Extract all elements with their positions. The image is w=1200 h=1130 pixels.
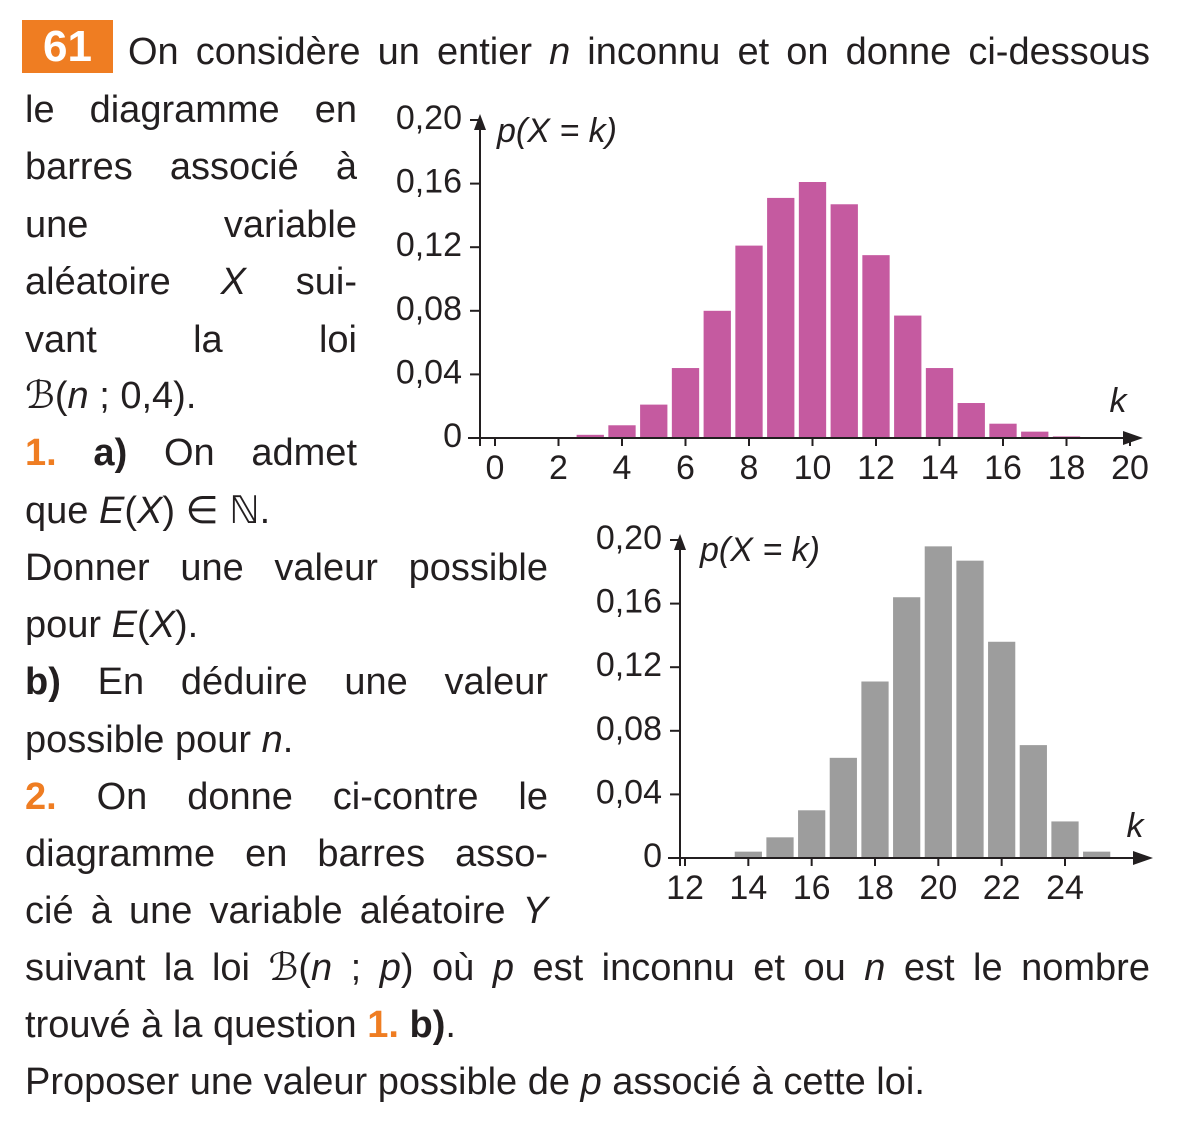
x-tick-label: 18 bbox=[1048, 449, 1086, 487]
x-tick-label: 0 bbox=[486, 449, 505, 487]
x-tick-label: 2 bbox=[549, 449, 568, 487]
x-tick-label: 12 bbox=[857, 449, 895, 487]
y-tick-label: 0,04 bbox=[596, 773, 662, 811]
text-line: trouvé à la question 1. b). bbox=[25, 1004, 456, 1046]
text-line: pour E(X). bbox=[25, 604, 199, 646]
x-axis-arrow bbox=[1123, 431, 1143, 445]
x-tick-label: 14 bbox=[729, 869, 767, 907]
bar bbox=[671, 368, 700, 438]
x-tick-label: 16 bbox=[793, 869, 831, 907]
bar bbox=[798, 810, 826, 858]
bar bbox=[989, 423, 1017, 438]
x-tick-label: 24 bbox=[1046, 869, 1084, 907]
x-tick-label: 8 bbox=[740, 449, 759, 487]
bar bbox=[830, 204, 858, 438]
text-line: Proposer une valeur possible de p associ… bbox=[25, 1061, 925, 1103]
text-line: vant la loi bbox=[25, 319, 357, 361]
x-axis-label: k bbox=[1127, 807, 1146, 845]
y-tick-label: 0,20 bbox=[596, 519, 662, 557]
bar bbox=[766, 837, 794, 858]
text-line: suivant la loi ℬ(n ; p) où p est inconnu… bbox=[25, 947, 1150, 989]
bar bbox=[1021, 431, 1049, 438]
bar bbox=[924, 546, 952, 858]
bar bbox=[734, 851, 762, 858]
text-line: que E(X) ∈ ℕ. bbox=[25, 490, 271, 532]
x-tick-label: 16 bbox=[984, 449, 1022, 487]
x-tick-label: 14 bbox=[921, 449, 959, 487]
text-line: diagramme en barres asso- bbox=[25, 833, 548, 875]
y-axis-arrow bbox=[474, 114, 486, 130]
bar bbox=[798, 182, 827, 438]
y-axis-label: p(X = k) bbox=[699, 531, 820, 569]
y-axis-label: p(X = k) bbox=[496, 112, 617, 150]
bar bbox=[1083, 851, 1111, 858]
x-tick-label: 20 bbox=[919, 869, 957, 907]
text-line: 1. a) On admet bbox=[25, 432, 357, 474]
text-line: On considère un entier n inconnu et on d… bbox=[128, 31, 1150, 73]
bar bbox=[925, 368, 954, 438]
text-line: une variable bbox=[25, 204, 357, 246]
bar bbox=[861, 681, 889, 858]
y-tick-label: 0,16 bbox=[396, 163, 462, 201]
bar bbox=[862, 255, 890, 438]
y-tick-label: 0,20 bbox=[396, 99, 462, 137]
x-tick-label: 20 bbox=[1111, 449, 1149, 487]
x-tick-label: 12 bbox=[666, 869, 704, 907]
x-tick-label: 10 bbox=[794, 449, 832, 487]
x-tick-label: 22 bbox=[983, 869, 1021, 907]
exercise-number: 61 bbox=[22, 20, 113, 73]
y-axis-arrow bbox=[674, 534, 686, 550]
bar bbox=[608, 425, 636, 438]
y-tick-label: 0,12 bbox=[396, 226, 462, 264]
y-tick-label: 0,08 bbox=[596, 710, 662, 748]
y-tick-label: 0,08 bbox=[396, 290, 462, 328]
y-tick-label: 0,12 bbox=[596, 646, 662, 684]
text-line: possible pour n. bbox=[25, 719, 294, 761]
x-tick-label: 6 bbox=[676, 449, 695, 487]
text-line: ℬ(n ; 0,4). bbox=[25, 375, 197, 417]
bar bbox=[640, 404, 668, 438]
bar bbox=[956, 560, 984, 858]
x-tick-label: 18 bbox=[856, 869, 894, 907]
bar bbox=[1051, 821, 1079, 858]
y-tick-label: 0,16 bbox=[596, 583, 662, 621]
text-line: cié à une variable aléatoire Y bbox=[25, 890, 548, 932]
bar bbox=[829, 757, 857, 858]
bar bbox=[735, 245, 763, 438]
x-tick-label: 4 bbox=[613, 449, 632, 487]
x-axis-arrow bbox=[1133, 851, 1153, 865]
text-line: le diagramme en bbox=[25, 89, 357, 131]
bar bbox=[988, 641, 1016, 858]
text-line: Donner une valeur possible bbox=[25, 547, 548, 589]
y-tick-label: 0 bbox=[443, 417, 462, 455]
bar bbox=[703, 310, 731, 438]
y-tick-label: 0,04 bbox=[396, 353, 462, 391]
bar bbox=[576, 434, 604, 438]
bar bbox=[957, 403, 985, 438]
text-line: aléatoire X sui- bbox=[25, 261, 357, 303]
text-line: barres associé à bbox=[25, 146, 357, 188]
bar bbox=[1019, 745, 1047, 858]
bar bbox=[894, 315, 922, 438]
text-line: b) En déduire une valeur bbox=[25, 661, 548, 703]
bar bbox=[893, 597, 921, 858]
text-line: 2. On donne ci-contre le bbox=[25, 776, 548, 818]
bar bbox=[767, 197, 795, 438]
y-tick-label: 0 bbox=[643, 837, 662, 875]
x-axis-label: k bbox=[1110, 382, 1129, 420]
